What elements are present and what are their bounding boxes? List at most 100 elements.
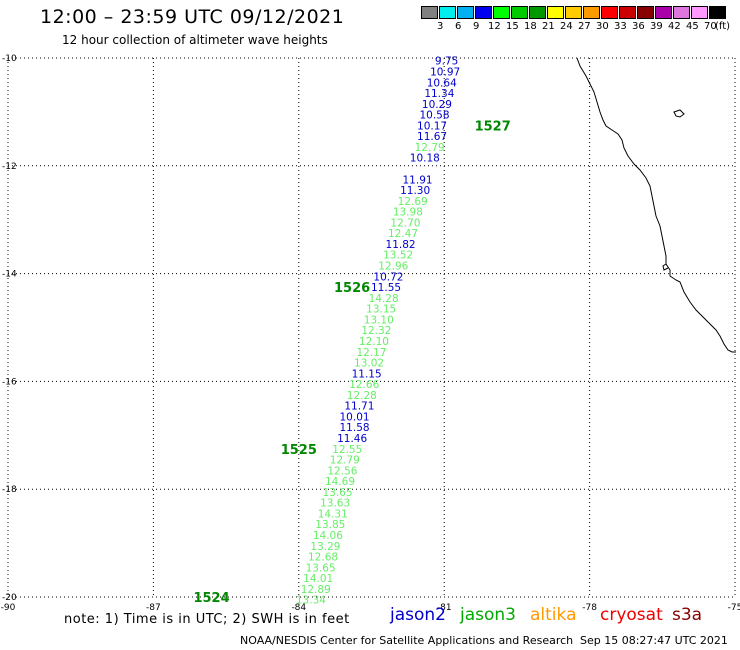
credit-text: NOAA/NESDIS Center for Satellite Applica… xyxy=(240,634,574,647)
coastline-south-america xyxy=(576,57,736,353)
colorbar-swatch xyxy=(421,6,438,19)
lon-tick-label: -87 xyxy=(146,603,161,613)
wave-height-point: 14.31 xyxy=(318,508,348,520)
lat-tick-label: -12 xyxy=(2,162,17,172)
wave-height-point: 10.29 xyxy=(422,99,452,111)
colorbar-swatch xyxy=(475,6,492,19)
wave-height-point: 14.01 xyxy=(303,573,333,585)
wave-height-point: 12.10 xyxy=(359,336,389,348)
lon-tick-label: -84 xyxy=(291,603,306,613)
colorbar-swatch xyxy=(439,6,456,19)
wave-height-point: 10.72 xyxy=(373,271,403,283)
colorbar-swatch xyxy=(637,6,654,19)
wave-height-point: 13.65 xyxy=(306,562,336,574)
colorbar-tick-label: 33 xyxy=(614,21,627,32)
colorbar-tick-label: 3 xyxy=(437,21,444,32)
wave-height-point: 13.29 xyxy=(310,541,340,553)
lat-tick-label: -20 xyxy=(2,593,17,603)
colorbar-swatch xyxy=(583,6,600,19)
pass-number-label: 1527 xyxy=(475,119,511,134)
wave-height-point: 14.69 xyxy=(325,476,355,488)
legend-item: cryosat xyxy=(600,605,663,625)
wave-height-point: 12.79 xyxy=(330,455,360,467)
legend-item: jason2 xyxy=(390,605,446,625)
axis-ticks: -90 -87 -84 -81 -78 -75 -10 -12 -14 -16 -18 -20 xyxy=(1,54,740,613)
wave-height-point: 11.30 xyxy=(400,185,430,197)
colorbar-swatch xyxy=(619,6,636,19)
wave-height-point: 12.66 xyxy=(349,379,379,391)
colorbar-swatch xyxy=(673,6,690,19)
pass-number-label: 1525 xyxy=(281,443,317,458)
wave-height-point: 13.63 xyxy=(320,498,350,510)
wave-height-point: 10.58 xyxy=(419,110,449,122)
colorbar-swatch xyxy=(655,6,672,19)
wave-height-point: 13.98 xyxy=(393,207,423,219)
colorbar-tick-label: 24 xyxy=(560,21,573,32)
colorbar-swatch xyxy=(691,6,708,19)
wave-height-point: 11.71 xyxy=(344,401,374,413)
wave-height-point: 13.02 xyxy=(354,358,384,370)
legend-item: s3a xyxy=(672,605,703,625)
colorbar-tick-label: 42 xyxy=(668,21,681,32)
wave-height-point: 11.15 xyxy=(352,368,382,380)
wave-height-point: 13.15 xyxy=(366,304,396,316)
wave-height-point: 11.46 xyxy=(337,433,367,445)
pass-number-label: 1526 xyxy=(334,281,370,296)
colorbar-tick-label: 18 xyxy=(524,21,537,32)
wave-height-point: 12.55 xyxy=(332,444,362,456)
colorbar-swatch xyxy=(529,6,546,19)
generated-time: Sep 15 08:27:47 UTC 2021 xyxy=(580,634,728,647)
wave-height-point: 11.67 xyxy=(417,131,447,143)
lat-tick-label: -18 xyxy=(2,485,17,495)
wave-height-point: 14.28 xyxy=(369,293,399,305)
pass-labels: 1527 1526 1525 1524 xyxy=(193,119,510,606)
colorbar-swatch xyxy=(709,6,726,19)
colorbar-tick-label: 9 xyxy=(473,21,480,32)
wave-height-point: 12.79 xyxy=(415,142,445,154)
lat-tick-label: -16 xyxy=(2,377,17,387)
legend-item: jason3 xyxy=(460,605,516,625)
island xyxy=(673,109,685,118)
wave-height-point: 10.01 xyxy=(340,411,370,423)
wave-height-point: 14.06 xyxy=(313,530,343,542)
wave-height-point: 10.18 xyxy=(410,153,440,165)
colorbar-tick-label: 30 xyxy=(596,21,609,32)
colorbar-tick-label: 36 xyxy=(632,21,645,32)
wave-height-point: 9.75 xyxy=(435,56,458,68)
wave-height-point: 11.55 xyxy=(371,282,401,294)
wave-height-point: 10.17 xyxy=(417,120,447,132)
lat-tick-label: -14 xyxy=(2,270,17,280)
wave-height-points: 9.7510.9710.6411.3410.2910.5810.1711.671… xyxy=(296,56,460,607)
wave-height-point: 13.85 xyxy=(315,519,345,531)
colorbar-tick-label: 12 xyxy=(488,21,501,32)
colorbar-tick-label: 21 xyxy=(542,21,555,32)
wave-height-point: 13.34 xyxy=(296,595,326,607)
legend-item: altika xyxy=(530,605,577,625)
wave-height-point: 12.68 xyxy=(308,552,338,564)
lon-tick-label: -81 xyxy=(437,603,452,613)
wave-height-point: 10.64 xyxy=(427,77,457,89)
colorbar-swatch xyxy=(457,6,474,19)
colorbar-tick-label: 15 xyxy=(506,21,519,32)
colorbar-unit-label: (ft) xyxy=(715,21,731,32)
colorbar-swatch xyxy=(547,6,564,19)
pass-number-label: 1524 xyxy=(193,591,229,606)
wave-height-point: 11.82 xyxy=(386,239,416,251)
colorbar-tick-label: 6 xyxy=(455,21,462,32)
wave-height-point: 12.47 xyxy=(388,228,418,240)
colorbar-tick-label: 39 xyxy=(650,21,663,32)
page-title: 12:00 – 23:59 UTC 09/12/2021 xyxy=(40,6,345,28)
wave-height-point: 12.28 xyxy=(347,390,377,402)
lon-tick-label: -90 xyxy=(1,603,16,613)
wave-height-point: 12.32 xyxy=(361,325,391,337)
wave-height-point: 12.69 xyxy=(398,196,428,208)
colorbar-tick-label: 70 xyxy=(704,21,717,32)
coast-inlet xyxy=(662,263,669,271)
page-subtitle: 12 hour collection of altimeter wave hei… xyxy=(62,33,328,47)
wave-height-point: 12.70 xyxy=(390,217,420,229)
wave-height-point: 12.56 xyxy=(327,465,357,477)
colorbar-swatch xyxy=(493,6,510,19)
wave-height-point: 11.91 xyxy=(403,174,433,186)
wave-height-point: 10.97 xyxy=(430,66,460,78)
